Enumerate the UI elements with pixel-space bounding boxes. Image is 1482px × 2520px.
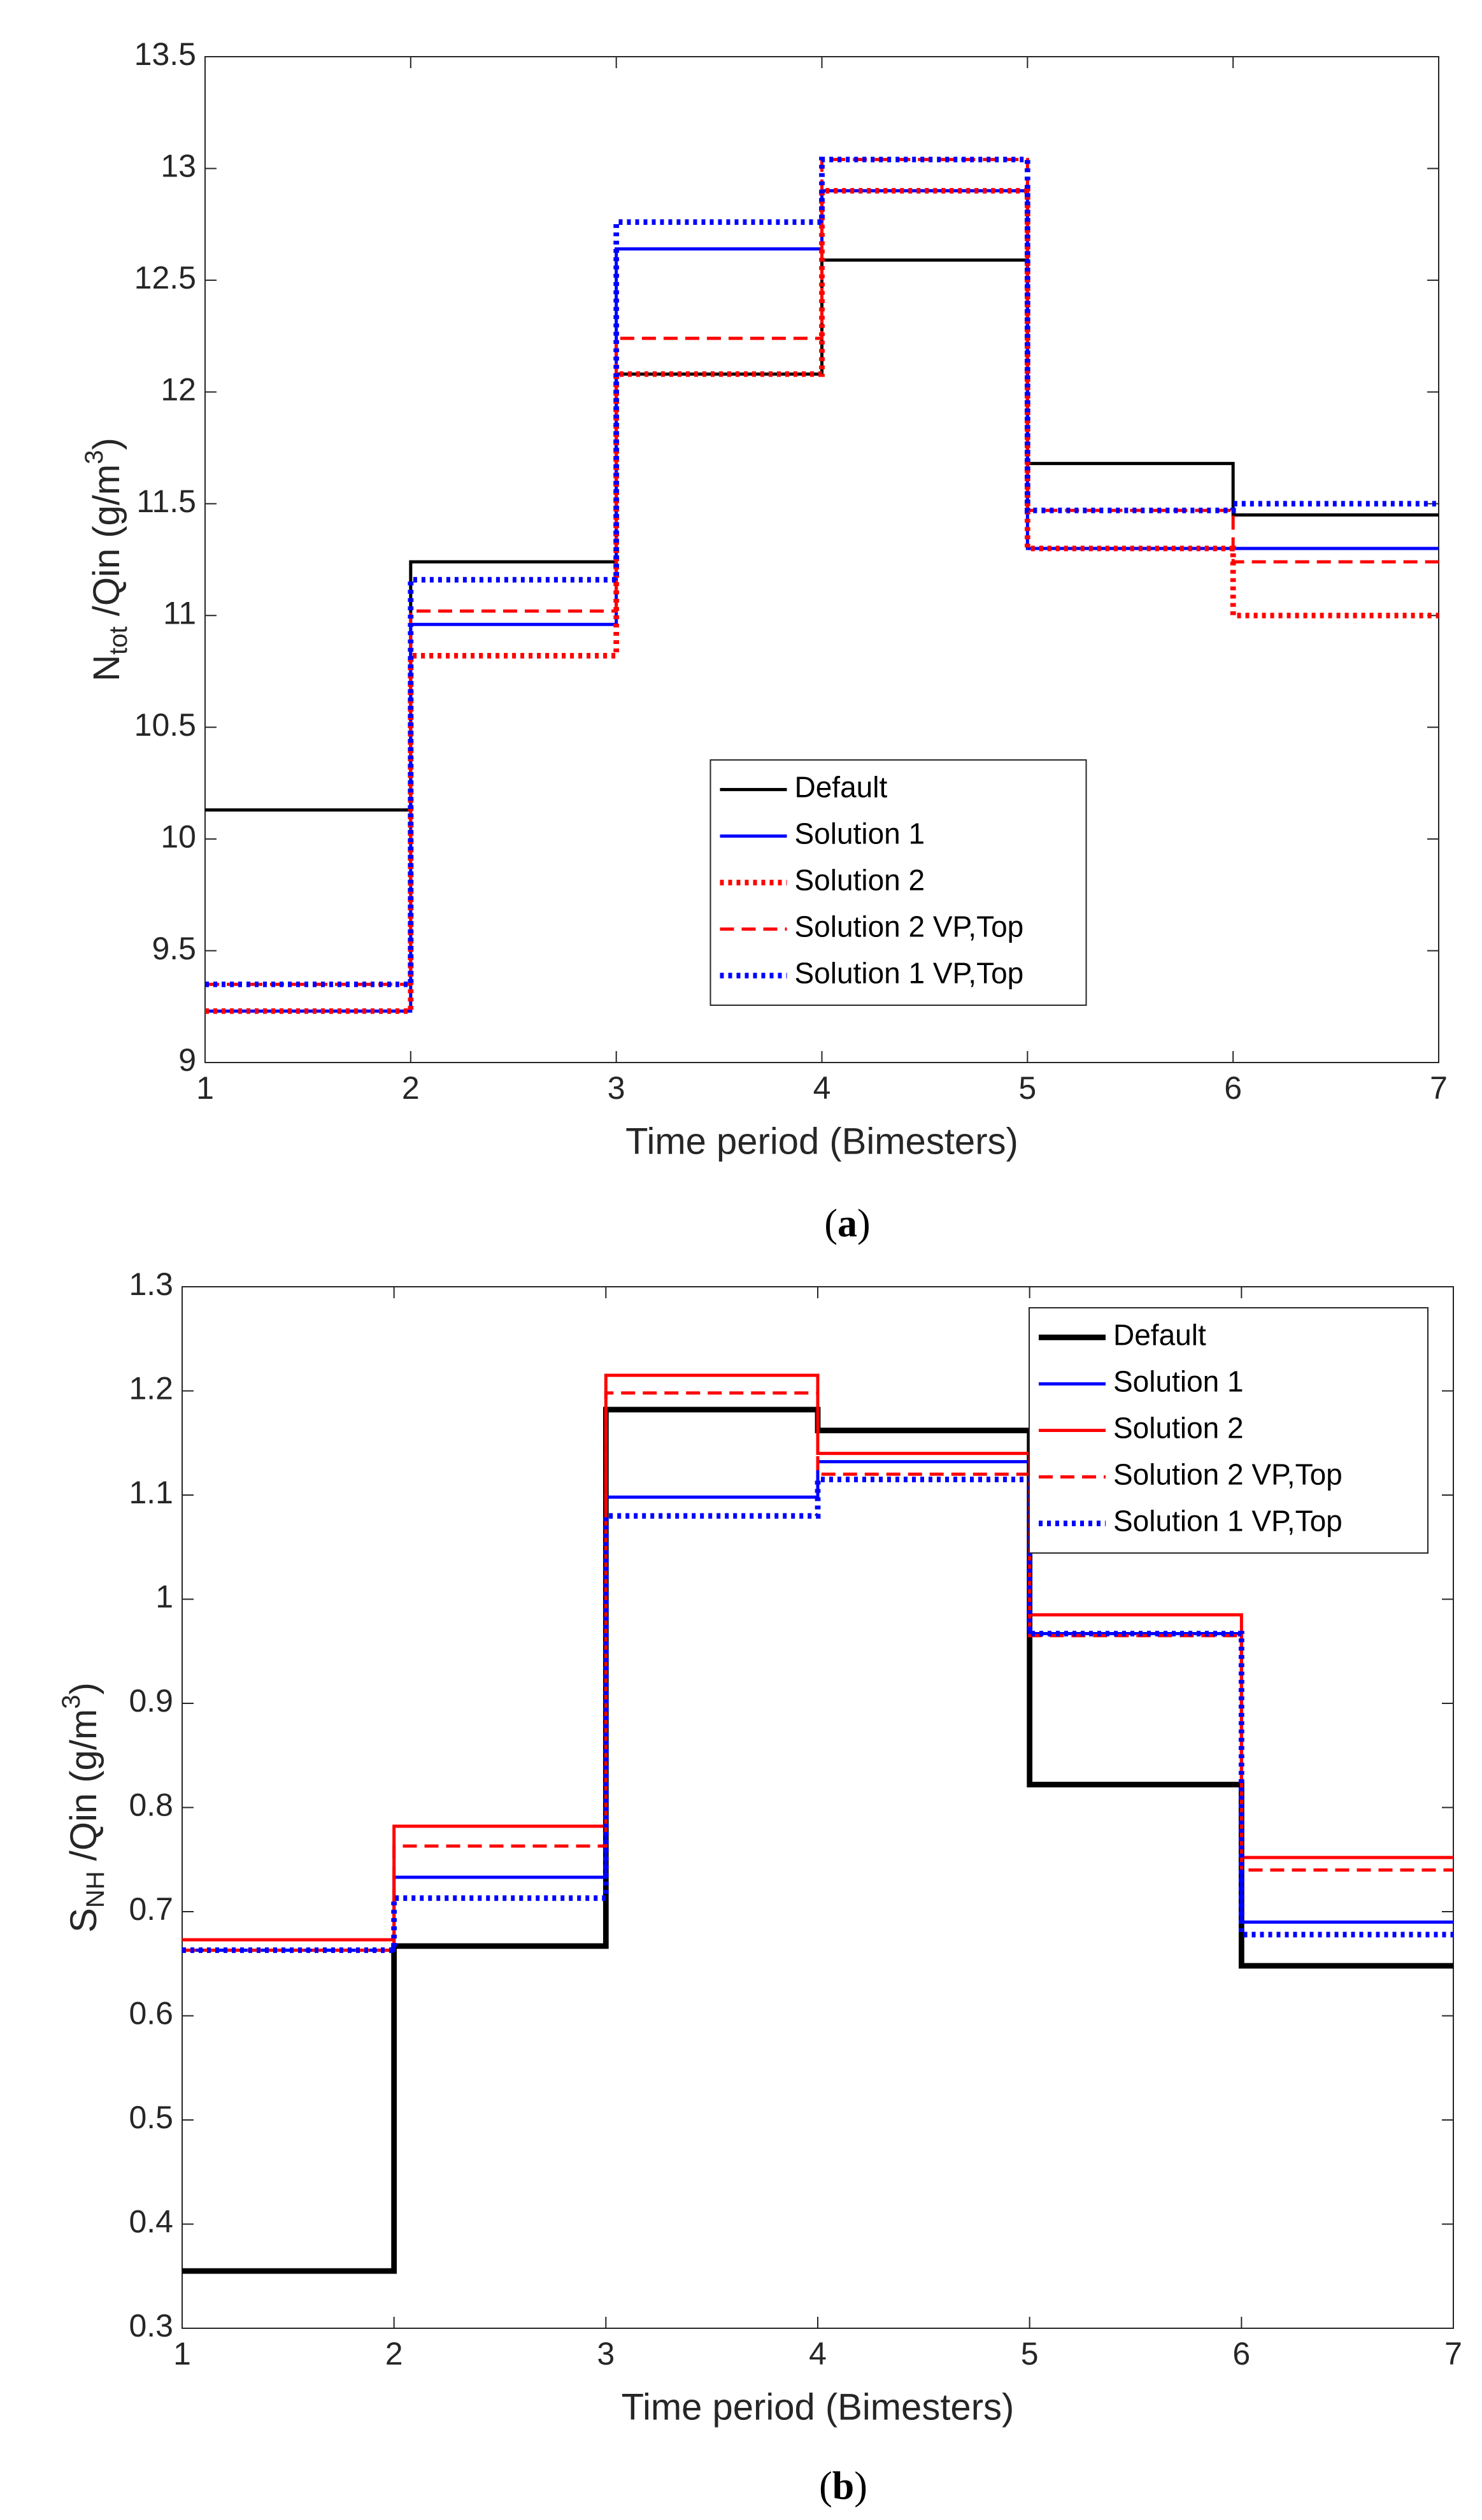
y-axis-label-part: 3 <box>80 450 108 464</box>
y-axis-label: Ntot /Qin (g/m3) <box>80 438 132 682</box>
y-tick-label: 10 <box>160 819 196 854</box>
x-tick-label: 1 <box>173 2336 191 2372</box>
x-tick-label: 3 <box>608 1070 625 1106</box>
caption-paren: ) <box>854 2465 867 2508</box>
y-tick-label: 13.5 <box>134 36 196 72</box>
y-tick-label: 1.1 <box>129 1475 173 1510</box>
x-tick-label: 7 <box>1430 1070 1448 1106</box>
legend-label: Solution 1 <box>795 817 925 850</box>
y-tick-label: 10.5 <box>134 707 196 743</box>
legend-label: Solution 1 VP,Top <box>795 957 1024 990</box>
caption: (b) <box>819 2465 867 2508</box>
y-tick-label: 9 <box>178 1042 196 1078</box>
legend-label: Default <box>795 771 888 804</box>
x-tick-label: 5 <box>1021 2336 1039 2372</box>
y-tick-label: 0.8 <box>129 1787 173 1823</box>
legend-label: Solution 2 <box>1113 1412 1244 1445</box>
y-tick-label: 0.3 <box>129 2308 173 2344</box>
step-line <box>205 157 1439 986</box>
y-tick-label: 0.7 <box>129 1891 173 1927</box>
legend-label: Solution 2 <box>795 864 925 897</box>
x-tick-label: 7 <box>1444 2336 1462 2372</box>
y-axis-label-part: 3 <box>57 1695 85 1709</box>
x-tick-label: 6 <box>1232 2336 1250 2372</box>
caption-paren: ( <box>819 2465 832 2508</box>
y-axis-label: SNH /Qin (g/m3) <box>57 1682 110 1933</box>
y-tick-label: 1.3 <box>129 1266 173 1302</box>
x-tick-label: 6 <box>1224 1070 1242 1106</box>
x-tick-label: 3 <box>597 2336 615 2372</box>
legend-label: Default <box>1113 1319 1206 1352</box>
y-tick-label: 12 <box>160 372 196 408</box>
y-axis-label-part: NH <box>82 1871 110 1908</box>
x-tick-label: 2 <box>402 1070 420 1106</box>
caption-paren: ) <box>857 1202 871 1245</box>
y-axis-label-part: /Qin (g/m <box>63 1709 104 1872</box>
x-tick-label: 4 <box>813 1070 831 1106</box>
y-axis-label-part: tot <box>104 626 132 654</box>
x-tick-label: 4 <box>809 2336 827 2372</box>
y-tick-label: 13 <box>160 148 196 184</box>
chart: 0.3 0.4 0.5 0.6 0.7 0.8 0.9 1 1.1 1.2 1.3 1 2 3 4 5 6 7 Ti… <box>57 1266 1462 2508</box>
y-tick-label: 1.2 <box>129 1371 173 1407</box>
y-axis-label-part: N <box>86 655 127 682</box>
y-axis-label-part: S <box>63 1908 104 1933</box>
y-axis-label-part: ) <box>63 1682 104 1694</box>
y-tick-label: 12.5 <box>134 260 196 296</box>
step-line <box>182 1477 1453 1953</box>
legend-label: Solution 2 VP,Top <box>1113 1458 1343 1491</box>
y-tick-label: 0.6 <box>129 1996 173 2031</box>
y-axis-label-part: ) <box>86 438 127 450</box>
y-tick-label: 11.5 <box>136 483 196 519</box>
legend-label: Solution 1 <box>1113 1365 1244 1398</box>
x-axis-label: Time period (Bimesters) <box>625 1120 1018 1162</box>
x-tick-label: 1 <box>196 1070 214 1106</box>
y-tick-label: 0.9 <box>129 1683 173 1719</box>
x-axis-label: Time period (Bimesters) <box>622 2386 1015 2428</box>
caption-letter: a <box>837 1202 857 1245</box>
step-line <box>205 157 1439 987</box>
legend-label: Solution 1 VP,Top <box>1113 1505 1343 1538</box>
y-axis-label-part: /Qin (g/m <box>86 464 127 627</box>
y-tick-label: 0.5 <box>129 2100 173 2135</box>
y-tick-label: 11 <box>163 595 196 631</box>
caption: (a) <box>824 1202 870 1245</box>
x-tick-label: 5 <box>1018 1070 1036 1106</box>
x-tick-label: 2 <box>385 2336 403 2372</box>
y-tick-label: 1 <box>155 1579 173 1615</box>
y-tick-label: 0.4 <box>129 2204 173 2240</box>
caption-paren: ( <box>824 1202 837 1245</box>
caption-letter: b <box>832 2465 854 2508</box>
y-tick-label: 9.5 <box>152 931 196 966</box>
legend-label: Solution 2 VP,Top <box>795 910 1024 943</box>
